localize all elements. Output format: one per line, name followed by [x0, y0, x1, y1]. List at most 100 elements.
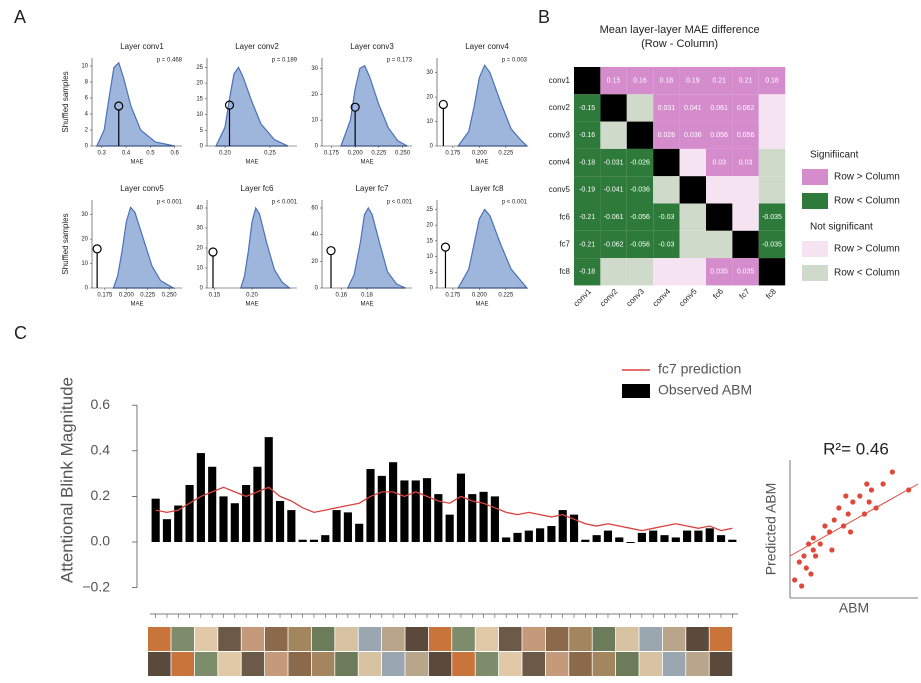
- thumbnail: [428, 627, 452, 651]
- bar: [264, 437, 273, 542]
- x-tick-label: 0.16: [335, 293, 347, 299]
- bar: [434, 494, 443, 542]
- cell-label: -0.21: [579, 214, 595, 221]
- heatmap-cell: [732, 203, 759, 231]
- heatmap-cell: [626, 258, 654, 286]
- bar: [660, 535, 669, 542]
- y-tick-label: 15: [426, 238, 433, 244]
- column-label: fc8: [764, 287, 778, 301]
- cell-label: 0.056: [710, 132, 728, 139]
- y-tick-label: 0: [315, 286, 319, 292]
- scatter-point: [864, 481, 870, 487]
- heatmap-cell: [679, 203, 706, 231]
- scatter-point: [801, 553, 807, 559]
- y-tick-label: 30: [426, 70, 433, 76]
- cell-label: -0.19: [579, 187, 595, 194]
- panel-label: B: [538, 7, 550, 27]
- density-area: [457, 208, 529, 289]
- thumbnail: [148, 627, 171, 651]
- heatmap-cell: [679, 230, 706, 259]
- observed-marker: [350, 102, 360, 112]
- heatmap-cell: [706, 148, 733, 177]
- observed-marker: [208, 247, 218, 257]
- heatmap-cell: [706, 176, 733, 204]
- observed-marker: [440, 242, 451, 252]
- cell-label: 0.035: [710, 269, 728, 276]
- heatmap-cell: [758, 176, 786, 204]
- x-axis-label: ABM: [839, 600, 869, 616]
- y-tick-label: 20: [426, 95, 433, 101]
- thumbnail: [639, 652, 662, 676]
- row-label: fc8: [559, 267, 570, 276]
- cell-label: 0.035: [737, 269, 755, 276]
- cell-label: 0.03: [739, 159, 753, 166]
- thumbnail: [616, 627, 639, 651]
- thumbnail: [522, 627, 545, 651]
- x-axis-label: MAE: [130, 160, 143, 166]
- scatter-point: [817, 541, 823, 547]
- scatter-point: [792, 577, 798, 583]
- heatmap-cell: [600, 230, 627, 259]
- x-tick-label: 0.225: [371, 151, 387, 157]
- observed-marker: [438, 99, 448, 110]
- y-tick-label: 5: [200, 128, 204, 134]
- observed-marker: [326, 246, 336, 256]
- y-tick-label: 0.2: [91, 487, 111, 503]
- density-area: [239, 206, 292, 289]
- thumbnail: [592, 627, 616, 651]
- x-tick-label: 0.6: [171, 151, 180, 157]
- bar: [558, 510, 567, 542]
- heatmap-cell: [732, 121, 759, 149]
- bar: [490, 496, 499, 542]
- bar: [649, 530, 658, 542]
- bar: [366, 469, 375, 542]
- heatmap-cell: [679, 94, 706, 122]
- heatmap-cell: [653, 230, 680, 259]
- heatmap-cell: [706, 203, 733, 231]
- heatmap-cell: [653, 176, 680, 204]
- y-axis-label: Attentional Blink Magnitude: [57, 377, 76, 583]
- heatmap-cell: [600, 67, 627, 95]
- y-tick-label: 25: [426, 207, 433, 213]
- scatter-point: [868, 487, 875, 493]
- heatmap-cell: [732, 258, 759, 286]
- y-tick-label: 5: [430, 270, 434, 276]
- cell-label: 0.03: [712, 159, 726, 166]
- thumbnail: [499, 627, 522, 651]
- heatmap-cell: [653, 258, 680, 286]
- cell-label: -0.036: [630, 187, 650, 194]
- bar: [242, 485, 251, 542]
- cell-label: -0.21: [579, 241, 595, 248]
- cell-label: -0.18: [579, 269, 595, 276]
- thumbnail: [592, 652, 616, 676]
- bar: [287, 510, 296, 542]
- bar: [479, 491, 488, 542]
- y-tick-label: 20: [311, 92, 318, 98]
- cell-label: -0.062: [604, 241, 624, 248]
- bar: [162, 519, 172, 542]
- x-tick-label: 0.15: [209, 293, 221, 299]
- x-axis-label: MAE: [360, 302, 373, 308]
- y-tick-label: 30: [311, 66, 318, 72]
- y-tick-label: 40: [311, 232, 318, 238]
- cell-label: -0.18: [579, 159, 595, 166]
- y-tick-label: 10: [81, 64, 88, 70]
- y-tick-label: 0: [430, 286, 434, 292]
- p-value: p = 0.468: [157, 58, 183, 64]
- y-tick-label: 0.4: [91, 442, 111, 458]
- image-strip: [148, 627, 733, 676]
- heatmap-cell: [626, 94, 654, 122]
- heatmap-cell: [600, 94, 627, 122]
- heatmap-cell: [653, 94, 680, 122]
- bar: [524, 530, 533, 542]
- scatter-point: [813, 553, 819, 559]
- heatmap-cell: [758, 230, 786, 259]
- heatmap-cell: [574, 203, 601, 231]
- y-tick-label: 0: [85, 286, 89, 292]
- y-tick-label: 40: [196, 206, 203, 212]
- heatmap-cell: [600, 176, 627, 204]
- thumbnail: [311, 652, 335, 676]
- cell-label: -0.035: [762, 241, 782, 248]
- bar: [321, 535, 330, 542]
- cell-label: 0.061: [710, 105, 728, 112]
